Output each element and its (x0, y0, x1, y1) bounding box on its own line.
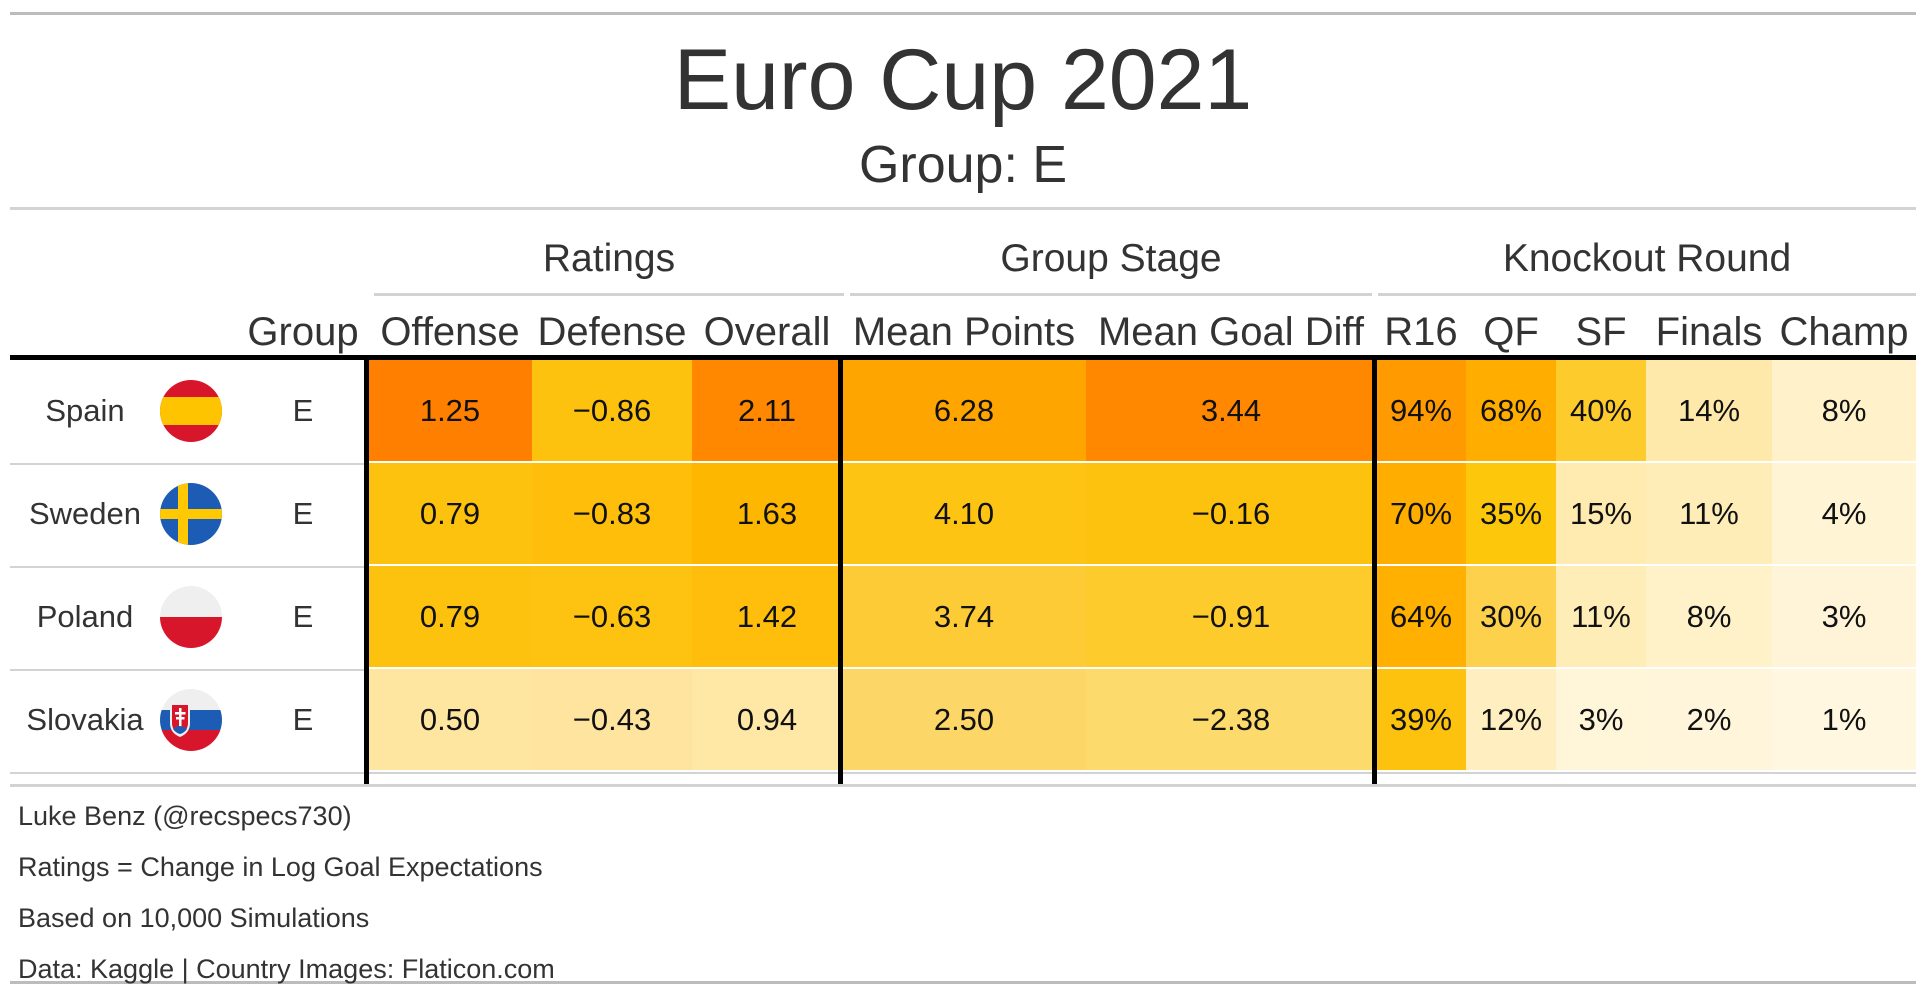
poland-flag-icon (160, 586, 222, 648)
col-header-mean-goal-diff: Mean Goal Diff (1097, 310, 1365, 354)
group-cell: E (292, 393, 314, 428)
r16-cell: 64% (1376, 566, 1466, 667)
col-header-mean-points: Mean Points (852, 310, 1076, 354)
col-header-group: Group (247, 310, 359, 354)
qf-cell: 30% (1466, 566, 1556, 667)
mean-goal-diff-cell: 3.44 (1086, 360, 1376, 461)
footnote-ratings: Ratings = Change in Log Goal Expectation… (18, 852, 543, 882)
spanner-group-stage-rule (850, 293, 1372, 296)
offense-cell: 0.79 (368, 566, 532, 667)
group-cell: E (292, 496, 314, 531)
table-row-poland: Poland E 0.79 −0.63 1.42 3.74 −0.91 64% … (10, 566, 1916, 671)
header-divider (10, 355, 1916, 360)
col-header-champ: Champ (1779, 310, 1909, 354)
col-header-r16: R16 (1384, 310, 1458, 354)
offense-cell: 0.79 (368, 463, 532, 564)
page-title: Euro Cup 2021 (673, 32, 1253, 128)
champ-cell: 4% (1772, 463, 1916, 564)
overall-cell: 1.63 (692, 463, 842, 564)
footnote-simulations: Based on 10,000 Simulations (18, 903, 370, 933)
mean-goal-diff-cell: −0.91 (1086, 566, 1376, 667)
defense-cell: −0.63 (532, 566, 692, 667)
offense-cell: 1.25 (368, 360, 532, 461)
defense-cell: −0.43 (532, 669, 692, 770)
group-cell: E (292, 599, 314, 634)
page-subtitle: Group: E (858, 136, 1068, 194)
spanner-group-stage-label: Group Stage (1000, 237, 1222, 280)
spanner-knockout-label: Knockout Round (1502, 237, 1792, 280)
spanner-ratings: Ratings (374, 237, 844, 296)
spanner-group-stage: Group Stage (850, 237, 1372, 296)
mean-points-cell: 2.50 (842, 669, 1086, 770)
sweden-flag-icon (160, 483, 222, 545)
qf-cell: 35% (1466, 463, 1556, 564)
mean-points-cell: 4.10 (842, 463, 1086, 564)
champ-cell: 8% (1772, 360, 1916, 461)
table-frame: Euro Cup 2021 Group: E Ratings Group Sta… (10, 12, 1916, 984)
col-header-overall: Overall (703, 310, 831, 354)
champ-cell: 1% (1772, 669, 1916, 770)
overall-cell: 1.42 (692, 566, 842, 667)
mean-goal-diff-cell: −0.16 (1086, 463, 1376, 564)
table-row-slovakia: Slovakia E 0.50 −0.43 0.94 2.50 −2.38 39… (10, 669, 1916, 774)
finals-cell: 8% (1646, 566, 1772, 667)
r16-cell: 94% (1376, 360, 1466, 461)
qf-cell: 12% (1466, 669, 1556, 770)
slovakia-flag-icon (160, 689, 222, 751)
country-name: Poland (36, 599, 134, 634)
footnote-source: Data: Kaggle | Country Images: Flaticon.… (18, 954, 555, 984)
champ-cell: 3% (1772, 566, 1916, 667)
spanner-ratings-rule (374, 293, 844, 296)
divider-group-stage-left (838, 360, 843, 786)
mean-points-cell: 6.28 (842, 360, 1086, 461)
table-bottom-divider (10, 784, 1916, 787)
mean-points-cell: 3.74 (842, 566, 1086, 667)
footnote-author: Luke Benz (@recspecs730) (18, 801, 352, 831)
sf-cell: 15% (1556, 463, 1646, 564)
sf-cell: 40% (1556, 360, 1646, 461)
spanner-ratings-label: Ratings (542, 237, 676, 280)
finals-cell: 11% (1646, 463, 1772, 564)
col-header-qf: QF (1483, 310, 1539, 354)
group-cell: E (292, 702, 314, 737)
overall-cell: 0.94 (692, 669, 842, 770)
spanner-knockout: Knockout Round (1378, 237, 1916, 296)
finals-cell: 2% (1646, 669, 1772, 770)
divider-knockout-left (1372, 360, 1377, 786)
col-header-defense: Defense (537, 310, 687, 354)
mean-goal-diff-cell: −2.38 (1086, 669, 1376, 770)
r16-cell: 70% (1376, 463, 1466, 564)
r16-cell: 39% (1376, 669, 1466, 770)
defense-cell: −0.86 (532, 360, 692, 461)
col-header-sf: SF (1575, 310, 1627, 354)
offense-cell: 0.50 (368, 669, 532, 770)
sf-cell: 11% (1556, 566, 1646, 667)
overall-cell: 2.11 (692, 360, 842, 461)
country-name: Slovakia (26, 702, 144, 737)
sf-cell: 3% (1556, 669, 1646, 770)
table-row-sweden: Sweden E 0.79 −0.83 1.63 4.10 −0.16 70% … (10, 463, 1916, 568)
qf-cell: 68% (1466, 360, 1556, 461)
country-name: Sweden (28, 496, 142, 531)
country-name: Spain (45, 393, 125, 428)
table-row-spain: Spain E 1.25 −0.86 2.11 6.28 3.44 94% 68… (10, 360, 1916, 465)
spain-flag-icon (160, 380, 222, 442)
defense-cell: −0.83 (532, 463, 692, 564)
divider-ratings-left (364, 360, 369, 786)
col-header-finals: Finals (1655, 310, 1763, 354)
title-divider (10, 207, 1916, 210)
finals-cell: 14% (1646, 360, 1772, 461)
spanner-knockout-rule (1378, 293, 1916, 296)
col-header-offense: Offense (380, 310, 520, 354)
